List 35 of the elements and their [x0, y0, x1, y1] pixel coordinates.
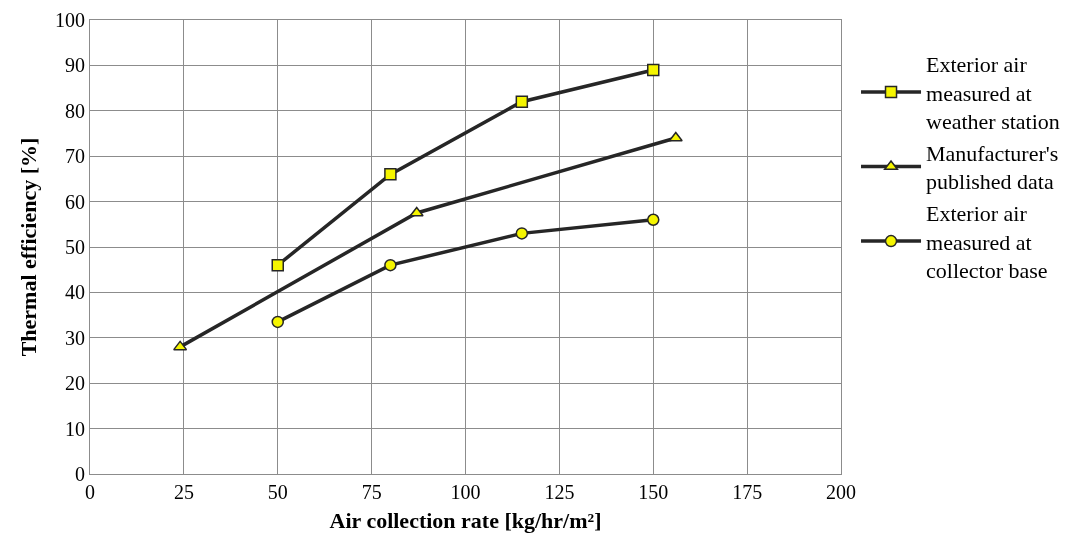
point	[647, 63, 660, 77]
x-tick-label: 100	[450, 481, 481, 503]
point	[384, 168, 397, 181]
y-tick-label: 50	[65, 236, 85, 258]
y-tick-label: 80	[65, 99, 85, 122]
y-tick-label: 90	[65, 54, 85, 77]
y-tick-label: 10	[65, 417, 85, 440]
y-tick-label: 20	[65, 372, 85, 395]
y-tick-label: 70	[65, 145, 85, 168]
y-tick-label: 60	[65, 190, 85, 213]
point	[271, 258, 284, 272]
x-axis-title: Air collection rate [kg/hr/m²]	[329, 507, 602, 533]
legend-label: Exterior air measured at collector base	[926, 201, 1048, 284]
y-tick-label: 30	[65, 326, 85, 349]
point	[384, 258, 397, 272]
y-tick-label: 100	[55, 9, 85, 31]
point	[409, 206, 424, 217]
point	[271, 315, 284, 329]
point	[173, 340, 188, 351]
x-tick-label: 125	[544, 481, 575, 503]
legend-label: Manufacturer's published data	[926, 140, 1059, 195]
y-tick-label: 0	[75, 463, 85, 485]
point	[515, 95, 529, 108]
x-tick-label: 75	[361, 481, 382, 503]
x-tick-label: 200	[826, 481, 856, 503]
x-tick-label: 175	[732, 481, 763, 503]
x-tick-label: 25	[173, 481, 194, 503]
point	[668, 131, 683, 142]
y-axis-title: Thermal efficiency [%]	[15, 137, 41, 357]
legend-label: Exterior air measured at weather station	[926, 52, 1060, 135]
x-tick-label: 150	[638, 481, 669, 503]
point	[515, 227, 529, 240]
point	[647, 213, 660, 227]
y-tick-label: 40	[65, 281, 85, 304]
x-tick-label: 50	[267, 481, 288, 503]
